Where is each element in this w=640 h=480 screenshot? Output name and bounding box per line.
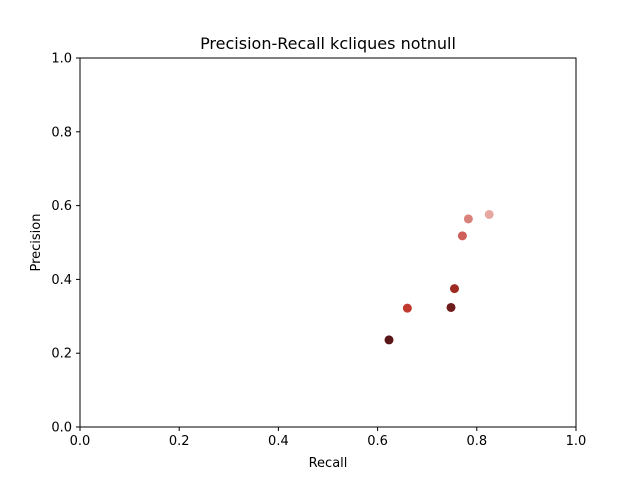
scatter-point-1 [384,335,394,345]
x-tick-label: 0.8 [466,434,487,449]
y-tick-label: 0.6 [51,199,72,214]
y-tick-label: 0.8 [51,125,72,140]
plot-area-frame [79,57,577,428]
y-tick-label: 0.0 [51,421,72,436]
y-tick-label: 0.4 [51,273,72,288]
scatter-point-7 [484,209,494,219]
scatter-point-4 [449,284,459,294]
x-tick-label: 0.4 [268,434,289,449]
x-tick-label: 0.6 [367,434,388,449]
x-tick-label: 0.2 [169,434,190,449]
scatter-point-2 [402,303,412,313]
scatter-point-3 [446,302,456,312]
y-axis-title: Precision [29,213,44,271]
x-tick-label: 0.0 [70,434,91,449]
y-tick-label: 0.2 [51,347,72,362]
x-axis-title: Recall [309,456,348,471]
scatter-point-6 [463,214,473,224]
x-tick-label: 1.0 [566,434,587,449]
y-tick-label: 1.0 [51,52,72,67]
chart-title: Precision-Recall kcliques notnull [200,34,456,53]
scatter-point-5 [457,231,467,241]
points-layer [384,209,494,345]
ticks-layer: 0.0 0.2 0.4 0.6 0.8 1.0 0.0 0.2 0.4 0.6 0.8 1.0 [51,52,586,450]
